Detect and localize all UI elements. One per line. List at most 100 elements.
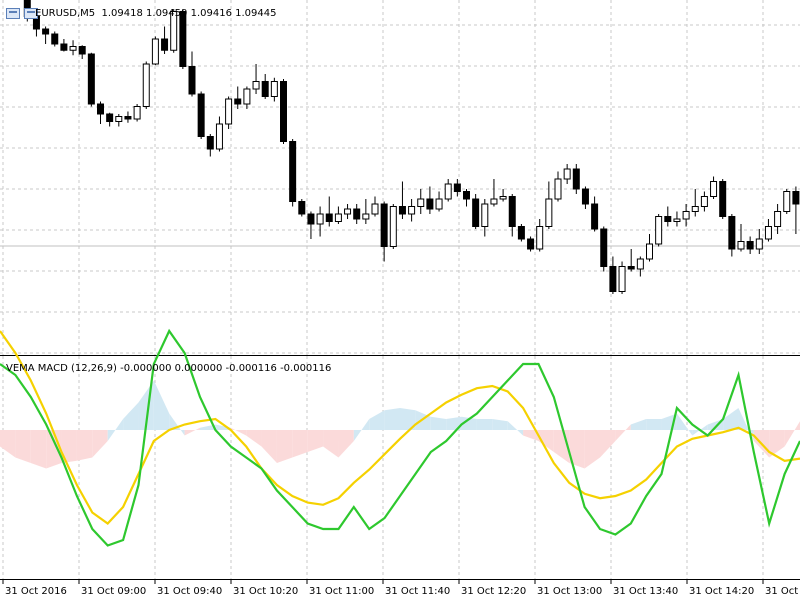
candle-body-bearish — [87, 53, 95, 105]
candle-body-bearish — [289, 141, 297, 202]
histogram-bar — [430, 416, 447, 430]
candle — [51, 31, 59, 47]
indicator-header: VEMA MACD (12,26,9) -0.000000 0.000000 -… — [6, 363, 331, 374]
candle-body-bearish — [472, 198, 480, 227]
candle-body-bearish — [353, 208, 361, 220]
candle — [161, 26, 169, 54]
histogram-bar — [769, 430, 785, 458]
candle — [325, 196, 333, 227]
candle — [572, 164, 580, 194]
candle — [545, 181, 553, 229]
histogram-bar — [446, 416, 462, 430]
candle-body-bearish — [792, 191, 800, 205]
candle-body-bearish — [60, 43, 68, 51]
candle-body-bearish — [426, 198, 434, 210]
histogram-bar — [169, 413, 185, 436]
candle — [206, 134, 214, 157]
candle — [710, 176, 718, 199]
candle — [289, 139, 297, 207]
candle-body-bearish — [261, 81, 269, 97]
candle-body-bearish — [527, 238, 535, 250]
candle — [87, 52, 95, 107]
candle — [673, 211, 681, 227]
histogram-bar — [584, 430, 600, 469]
candle-body-bullish — [755, 238, 763, 250]
candle — [188, 51, 196, 97]
candle-body-bullish — [481, 203, 489, 227]
candle — [490, 179, 498, 207]
candle-body-bullish — [151, 38, 159, 65]
histogram-bar — [230, 427, 247, 436]
candle — [554, 171, 562, 202]
candle-body-bullish — [115, 116, 123, 122]
candle — [225, 96, 233, 129]
candle-body-bearish — [206, 136, 214, 150]
candlestick-series — [23, 0, 800, 294]
candle-body-bearish — [179, 11, 187, 67]
histogram-bar — [107, 419, 124, 441]
candle — [636, 256, 644, 277]
histogram-bar — [307, 430, 324, 452]
candle — [646, 234, 653, 262]
candle-body-bullish — [435, 198, 443, 210]
candle — [398, 181, 406, 219]
candle — [408, 199, 416, 222]
candle-body-bearish — [664, 216, 672, 222]
candle-body-bearish — [106, 113, 114, 122]
candle — [389, 204, 397, 249]
chart-header: EURUSD,M5 1.09418 1.09450 1.09416 1.0944… — [35, 8, 276, 19]
histogram-bar — [646, 419, 662, 430]
candle — [774, 204, 782, 234]
candle — [627, 249, 635, 272]
candle-body-bearish — [298, 201, 306, 215]
time-axis-label: 31 Oct 10:20 — [233, 586, 298, 597]
candle-body-bullish — [371, 203, 379, 215]
indicator-value: 0.000000 — [174, 363, 223, 374]
candle-body-bullish — [142, 63, 150, 107]
candle-body-bullish — [618, 266, 626, 292]
candle — [280, 79, 287, 144]
histogram-bar — [369, 410, 385, 430]
candle-body-bullish — [673, 218, 681, 222]
candle — [764, 219, 772, 242]
histogram-bar — [215, 424, 231, 430]
candle — [106, 112, 114, 127]
candle-body-bullish — [691, 206, 699, 212]
candle — [78, 45, 86, 59]
histogram-bar — [538, 430, 554, 452]
open-value: 1.09418 — [101, 8, 143, 19]
candle-body-bullish — [334, 213, 342, 222]
candle — [197, 91, 205, 139]
histogram-bar — [400, 408, 416, 430]
candle — [536, 219, 544, 252]
candle — [755, 229, 763, 254]
candle — [298, 199, 306, 217]
candle — [234, 86, 242, 109]
time-axis-label: 31 Oct 1 — [765, 586, 800, 597]
time-axis-label: 31 Oct 2016 — [5, 586, 67, 597]
chart-window-icon[interactable] — [6, 8, 20, 19]
histogram-bar — [292, 430, 308, 458]
candle-body-bullish — [215, 123, 223, 150]
maximize-window-icon[interactable] — [24, 8, 38, 19]
histogram-bar — [353, 419, 370, 441]
candle-body-bullish — [783, 191, 791, 212]
candle — [362, 199, 370, 224]
candle — [316, 206, 324, 237]
low-value: 1.09416 — [190, 8, 232, 19]
time-axis-label: 31 Oct 09:40 — [157, 586, 222, 597]
candle — [737, 224, 745, 252]
candle — [655, 214, 663, 247]
candle-body-bearish — [508, 196, 516, 227]
time-axis-label: 31 Oct 14:20 — [689, 586, 754, 597]
candle — [69, 40, 77, 56]
candle-body-bearish — [280, 81, 287, 142]
time-axis-label: 31 Oct 11:00 — [309, 586, 374, 597]
candle — [435, 191, 443, 212]
candle — [371, 196, 379, 217]
candle-body-bearish — [51, 33, 59, 45]
candle-body-bullish — [545, 198, 553, 227]
candle-body-bullish — [252, 81, 260, 90]
candle — [499, 189, 507, 202]
